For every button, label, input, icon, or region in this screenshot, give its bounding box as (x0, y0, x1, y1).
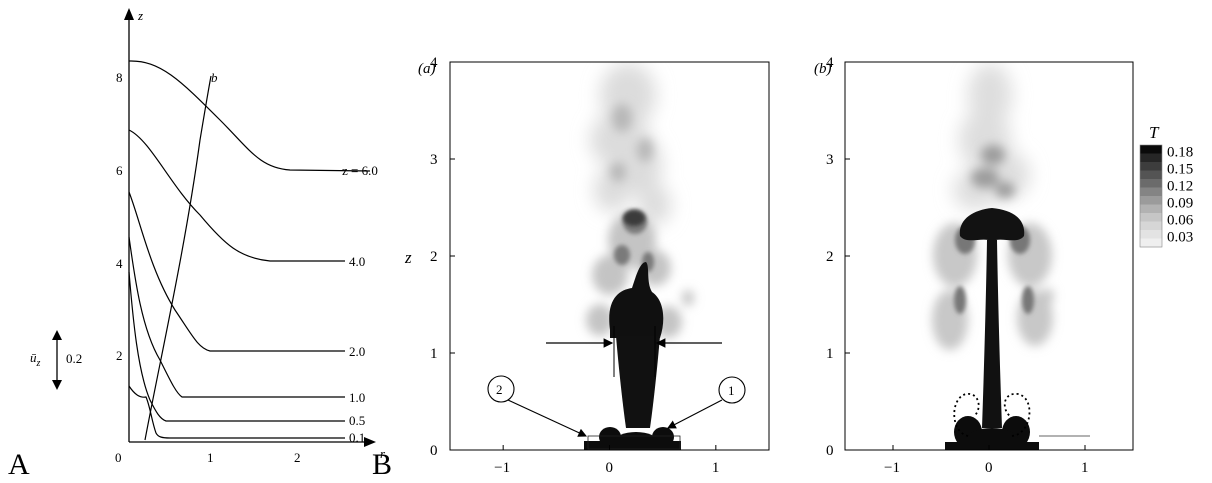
panel-a-ytick: 2 (116, 348, 123, 363)
colorbar-swatch (1140, 145, 1162, 154)
panel-a-z-arrowhead (124, 8, 134, 20)
width-curve-b (144, 75, 212, 441)
callout-2-label: 2 (496, 382, 503, 397)
ytick-label: 4 (430, 55, 438, 71)
colorbar-swatch (1140, 221, 1162, 231)
xtick-label: 0 (606, 460, 614, 476)
subplot-a-field (584, 63, 694, 450)
panel-a-r-arrowhead (364, 437, 376, 447)
callout-1-label: 1 (728, 383, 735, 398)
subplot-a-z-label: z (404, 248, 412, 267)
profile-label: 4.0 (349, 254, 365, 269)
xtick-label: 1 (712, 460, 720, 476)
xtick-label: 0 (985, 460, 993, 476)
panel-a-r-label: r (380, 446, 386, 461)
profile-label: 0.5 (349, 413, 365, 428)
panel-a-xtick: 2 (294, 450, 301, 465)
width-curve-label: b (211, 70, 218, 85)
ytick-label: 2 (826, 249, 834, 265)
subplot-a: 2 1 (449, 61, 770, 451)
ytick-label: 1 (826, 346, 834, 362)
colorbar: T 0.180.150.120.090.060.03 (1139, 123, 1194, 248)
ytick-label: 0 (826, 443, 834, 459)
profile-label: 1.0 (349, 390, 365, 405)
colorbar-swatch (1140, 196, 1162, 205)
scale-bar-up-arrow (52, 330, 62, 340)
colorbar-swatch (1140, 230, 1162, 239)
inlet-outline-a (587, 435, 681, 450)
colorbar-swatch (1140, 162, 1162, 171)
scale-bar-symbol: ūz (30, 350, 41, 369)
panel-a-xtick: 1 (207, 450, 214, 465)
ytick-label: 0 (430, 443, 438, 459)
xtick-label: 1 (1081, 460, 1089, 476)
profile-label: 2.0 (349, 344, 365, 359)
profile-curve-z01 (128, 385, 345, 439)
subplot-label: (a) (418, 61, 436, 77)
ytick-label: 2 (430, 249, 438, 265)
panel-a-ytick: 6 (116, 163, 123, 178)
callout-2-leader (507, 399, 587, 437)
panel-a-ytick: 4 (116, 256, 123, 271)
xtick-label: −1 (884, 460, 900, 476)
subplot-b-field (932, 63, 1054, 450)
profile-label: 0.1 (349, 430, 365, 445)
subplot-label: (b) (814, 61, 832, 77)
profile-label: z = 6.0 (342, 163, 378, 178)
colorbar-frame (1139, 144, 1163, 248)
colorbar-swatch (1140, 204, 1162, 214)
jet-bulb-a (609, 262, 664, 338)
jet-stem-a (616, 336, 660, 428)
panel-label-a: A (8, 448, 30, 478)
xtick-label: −1 (494, 460, 510, 476)
scale-bar-value: 0.2 (66, 351, 82, 366)
panel-label-b: B (372, 448, 392, 478)
callout-1 (718, 376, 746, 404)
colorbar-swatch (1140, 187, 1162, 197)
panel-a-ytick: 8 (116, 70, 123, 85)
colorbar-tick: 0.06 (1167, 213, 1194, 229)
jet-stem-b (982, 240, 1002, 428)
colorbar-swatch (1140, 179, 1162, 188)
callout-1-leader (667, 399, 723, 429)
colorbar-tick: 0.18 (1167, 145, 1193, 161)
ytick-label: 3 (430, 152, 438, 168)
profile-curve-z4 (128, 129, 345, 262)
ytick-label: 1 (430, 346, 438, 362)
colorbar-title: T (1149, 123, 1160, 142)
subplot-b (844, 61, 1134, 451)
ytick-label: 3 (826, 152, 834, 168)
colorbar-tick: 0.09 (1167, 196, 1193, 212)
colorbar-swatch (1140, 170, 1162, 180)
profile-curve-z6 (128, 60, 371, 172)
scale-bar-down-arrow (52, 380, 62, 390)
panel-a-plot: z r 2 4 6 8 0 1 2 b z = 6.0 4.0 2.0 1.0 … (30, 8, 386, 465)
callout-2 (487, 375, 515, 403)
colorbar-swatch (1140, 213, 1162, 222)
colorbar-tick: 0.03 (1167, 230, 1193, 246)
colorbar-swatch (1140, 238, 1162, 248)
jet-cap-b (959, 208, 1025, 241)
ytick-label: 4 (826, 55, 834, 71)
profile-curve-z2 (128, 191, 345, 352)
profile-curve-z1 (128, 236, 345, 398)
colorbar-tick: 0.12 (1167, 179, 1193, 195)
profile-curve-z05 (128, 271, 345, 422)
colorbar-swatch (1140, 153, 1162, 163)
panel-b-axes: (a) 0 1 2 3 4 −1 0 1 (b) 0 1 2 3 4 −1 0 1 z (404, 55, 1089, 476)
panel-a-z-label: z (137, 8, 143, 23)
vortex-ring-right (1003, 393, 1031, 437)
colorbar-tick: 0.15 (1167, 162, 1193, 178)
panel-a-xtick: 0 (115, 450, 122, 465)
